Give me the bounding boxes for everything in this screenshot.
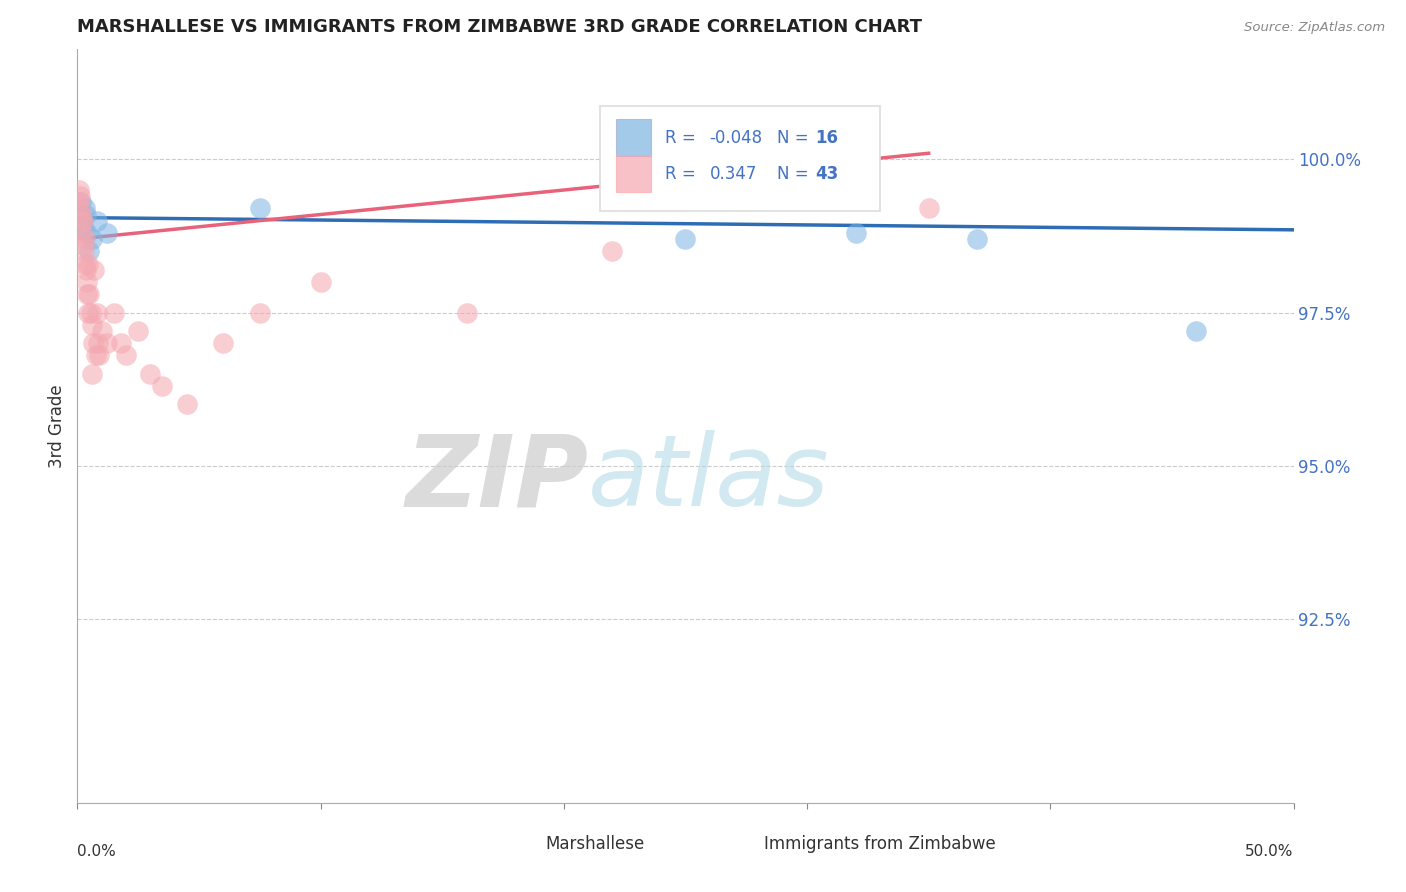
- Point: [249, 202, 271, 216]
- Point: [115, 348, 138, 362]
- Point: [747, 183, 769, 197]
- Point: [90, 324, 112, 338]
- Point: [82, 336, 104, 351]
- Point: [86, 213, 108, 227]
- Text: MARSHALLESE VS IMMIGRANTS FROM ZIMBABWE 3RD GRADE CORRELATION CHART: MARSHALLESE VS IMMIGRANTS FROM ZIMBABWE …: [77, 19, 922, 37]
- Point: [96, 226, 118, 240]
- Point: [76, 226, 98, 240]
- Point: [69, 189, 91, 203]
- Text: ZIP: ZIP: [405, 430, 588, 527]
- Text: 0.347: 0.347: [710, 165, 756, 183]
- Text: N =: N =: [776, 129, 808, 147]
- Point: [76, 287, 98, 301]
- Point: [309, 275, 332, 289]
- Point: [69, 207, 91, 221]
- Point: [79, 287, 101, 301]
- Point: [127, 324, 149, 338]
- Point: [139, 367, 162, 381]
- FancyBboxPatch shape: [600, 105, 880, 211]
- Point: [86, 305, 108, 319]
- Point: [249, 305, 271, 319]
- Text: R =: R =: [665, 129, 696, 147]
- Point: [70, 226, 93, 240]
- FancyBboxPatch shape: [616, 120, 651, 156]
- Text: 16: 16: [815, 129, 838, 147]
- Point: [966, 232, 988, 246]
- FancyBboxPatch shape: [616, 155, 651, 193]
- Text: 50.0%: 50.0%: [1246, 845, 1294, 859]
- Text: 43: 43: [815, 165, 839, 183]
- Point: [110, 336, 132, 351]
- Point: [69, 202, 91, 216]
- Point: [176, 397, 198, 411]
- Point: [80, 232, 103, 246]
- Point: [72, 238, 94, 252]
- Point: [87, 336, 110, 351]
- Text: Marshallese: Marshallese: [546, 835, 645, 853]
- Point: [675, 232, 697, 246]
- Point: [80, 367, 103, 381]
- Point: [83, 262, 105, 277]
- Text: 0.0%: 0.0%: [77, 845, 117, 859]
- Point: [103, 305, 125, 319]
- Text: R =: R =: [665, 165, 696, 183]
- Point: [73, 256, 96, 270]
- Point: [1185, 324, 1208, 338]
- Point: [79, 244, 101, 259]
- Point: [845, 226, 868, 240]
- Point: [75, 232, 97, 246]
- Point: [84, 348, 107, 362]
- Point: [152, 379, 174, 393]
- FancyBboxPatch shape: [725, 827, 758, 859]
- FancyBboxPatch shape: [506, 827, 538, 859]
- Point: [75, 207, 97, 221]
- Point: [80, 318, 103, 332]
- Text: N =: N =: [776, 165, 808, 183]
- Text: Source: ZipAtlas.com: Source: ZipAtlas.com: [1244, 21, 1385, 34]
- Point: [80, 305, 103, 319]
- Point: [77, 305, 100, 319]
- Point: [75, 262, 97, 277]
- Point: [67, 183, 90, 197]
- Point: [456, 305, 478, 319]
- Point: [76, 275, 98, 289]
- Point: [70, 195, 93, 210]
- Point: [96, 336, 118, 351]
- Point: [70, 207, 93, 221]
- Point: [73, 202, 96, 216]
- Point: [70, 213, 93, 227]
- Point: [70, 213, 93, 227]
- Point: [72, 219, 94, 234]
- Point: [72, 213, 94, 227]
- Y-axis label: 3rd Grade: 3rd Grade: [48, 384, 66, 467]
- Point: [89, 348, 111, 362]
- Point: [212, 336, 235, 351]
- Point: [67, 195, 90, 210]
- Point: [76, 256, 98, 270]
- Text: Immigrants from Zimbabwe: Immigrants from Zimbabwe: [765, 835, 997, 853]
- Point: [918, 202, 941, 216]
- Point: [73, 244, 96, 259]
- Point: [602, 244, 624, 259]
- Text: -0.048: -0.048: [710, 129, 763, 147]
- Text: atlas: atlas: [588, 430, 830, 527]
